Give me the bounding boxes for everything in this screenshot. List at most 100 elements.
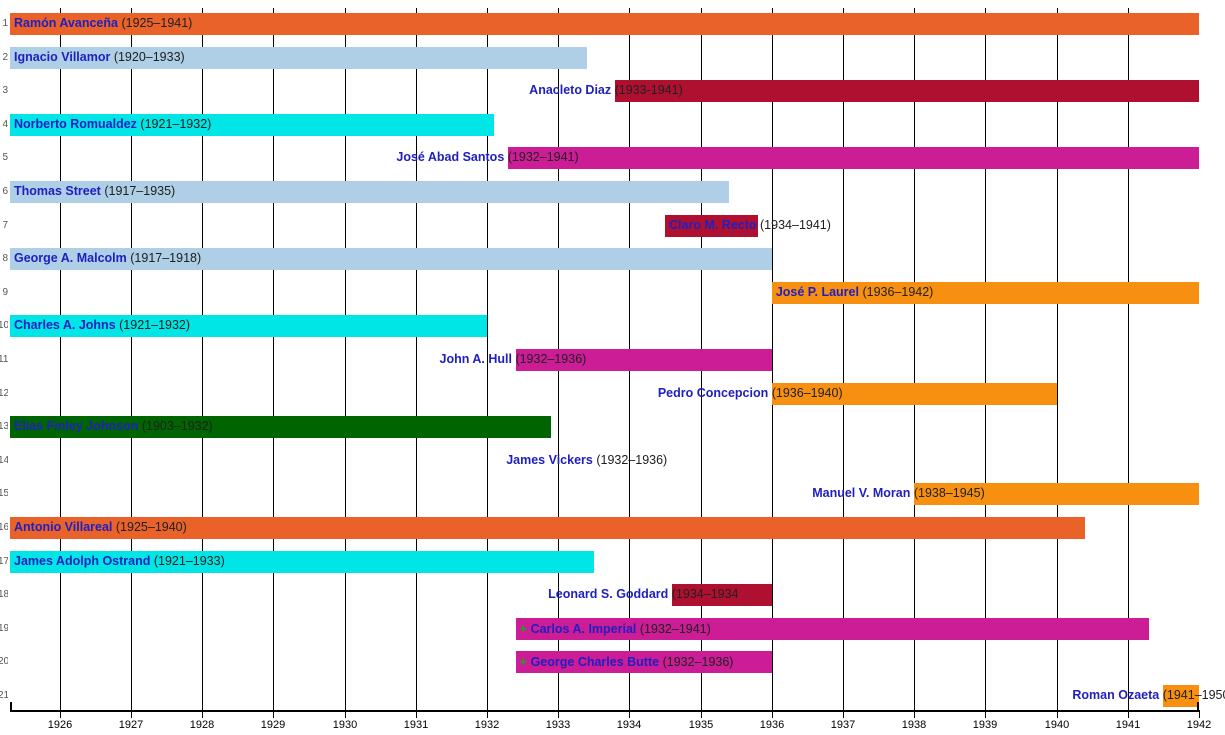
task-name: Claro M. Recto <box>669 217 757 232</box>
gantt-bar[interactable] <box>10 550 594 573</box>
gantt-bar[interactable] <box>10 13 1199 35</box>
row-number: 19 <box>0 622 8 634</box>
row-number: 9 <box>2 286 8 298</box>
gantt-row[interactable]: 16 Antonio Villareal (1925–1940) <box>0 512 1225 546</box>
task-name: James Adolph Ostrand <box>14 553 151 568</box>
gantt-row[interactable]: 21 Roman Ozaeta (1941–1950) <box>0 680 1225 714</box>
gantt-row[interactable]: 9 José P. Laurel (1936–1942) <box>0 277 1225 311</box>
gantt-row[interactable]: 3 Anacleto Diaz (1933-1941) <box>0 75 1225 109</box>
gantt-bar-label: Thomas Street (1917–1935) <box>14 180 175 203</box>
row-number: 20 <box>0 656 8 668</box>
gantt-bar-label: Antonio Villareal (1925–1940) <box>14 516 187 539</box>
gantt-bar-label: Manuel V. Moran (1938–1945) <box>812 482 985 505</box>
row-number: 18 <box>0 589 8 601</box>
task-range: (1903–1932) <box>141 419 213 434</box>
row-number: 4 <box>2 118 8 130</box>
row-number: 1 <box>2 18 8 29</box>
gantt-bar[interactable] <box>515 651 772 674</box>
tick-1931 <box>416 710 417 718</box>
gridline-1941 <box>1128 8 1129 710</box>
gantt-bar[interactable] <box>10 315 488 338</box>
tick-1928 <box>202 710 203 718</box>
task-name: Leonard S. Goddard <box>548 587 669 602</box>
gantt-bar-label: Roman Ozaeta (1941–1950) <box>1072 684 1225 707</box>
gantt-row[interactable]: 6 Thomas Street (1917–1935) <box>0 176 1225 210</box>
task-name: Anacleto Diaz <box>529 83 612 98</box>
gantt-bar-label: Pedro Concepcion (1936–1940) <box>658 382 843 405</box>
gridline-1938 <box>914 8 915 710</box>
gantt-bar[interactable] <box>508 147 1199 170</box>
gridline-1940 <box>1057 8 1058 710</box>
row-number: 15 <box>0 488 8 500</box>
gantt-bar[interactable] <box>515 349 772 371</box>
gantt-bar[interactable] <box>914 483 1199 506</box>
gantt-bar-label: + George Charles Butte (1932–1936) <box>520 650 734 673</box>
x-axis-right-cap <box>1197 702 1199 712</box>
gantt-bar[interactable] <box>771 281 1199 304</box>
gantt-row[interactable]: 7 Claro M. Recto (1934–1941) <box>0 210 1225 244</box>
gridline-1937 <box>843 8 844 710</box>
gridline-1928 <box>202 8 203 710</box>
gantt-bar-label: José Abad Santos (1932–1941) <box>396 146 578 169</box>
gantt-row[interactable]: 11 John A. Hull (1932–1936) <box>0 344 1225 378</box>
task-name: Manuel V. Moran <box>812 486 911 501</box>
gantt-bar-label: Norberto Romualdez (1921–1932) <box>14 113 211 136</box>
task-name: Antonio Villareal <box>14 520 113 534</box>
gridline-1939 <box>985 8 986 710</box>
gantt-bar[interactable] <box>1163 685 1199 707</box>
gantt-row[interactable]: 17 James Adolph Ostrand (1921–1933) <box>0 546 1225 580</box>
gantt-row[interactable]: 10 Charles A. Johns (1921–1932) <box>0 310 1225 344</box>
gantt-row[interactable]: 18 Leonard S. Goddard (1934–1934 <box>0 579 1225 613</box>
plus-icon: + <box>519 654 528 670</box>
gridline-1927 <box>131 8 132 710</box>
gantt-bar-label: + Carlos A. Imperial (1932–1941) <box>520 617 711 640</box>
row-number: 6 <box>2 186 8 197</box>
gantt-row[interactable]: 19 + Carlos A. Imperial (1932–1941) <box>0 613 1225 647</box>
gantt-row[interactable]: 14 James Vickers (1932–1936) <box>0 445 1225 479</box>
row-number: 11 <box>0 354 8 365</box>
gantt-row[interactable]: 2 Ignacio Villamor (1920–1933) <box>0 42 1225 76</box>
x-tick-label: 1928 <box>189 719 215 731</box>
gantt-bar[interactable] <box>10 181 730 203</box>
tick-1929 <box>273 710 274 718</box>
gantt-bar[interactable] <box>515 617 1150 640</box>
gantt-bar[interactable] <box>10 517 1086 539</box>
task-name: Charles A. Johns <box>14 318 116 333</box>
tick-1938 <box>914 710 915 718</box>
gantt-bar[interactable] <box>665 214 758 237</box>
gantt-bar[interactable] <box>615 80 1199 103</box>
tick-1930 <box>345 710 346 718</box>
gantt-bar[interactable] <box>672 584 772 607</box>
gantt-row[interactable]: 8 George A. Malcolm (1917–1918) <box>0 243 1225 277</box>
gantt-bar[interactable] <box>10 248 772 271</box>
gantt-bar[interactable] <box>10 46 587 69</box>
gantt-bar[interactable] <box>10 113 495 136</box>
task-range: (1933-1941) <box>614 83 683 98</box>
gantt-bar[interactable] <box>771 382 1057 405</box>
gantt-row[interactable]: 12 Pedro Concepcion (1936–1940) <box>0 378 1225 412</box>
task-range: (1917–1918) <box>130 251 202 266</box>
task-name: John A. Hull <box>439 352 512 366</box>
gantt-bar[interactable] <box>10 416 552 439</box>
gantt-bar-label: José P. Laurel (1936–1942) <box>776 281 934 304</box>
x-tick-label: 1942 <box>1186 719 1212 731</box>
row-number: 21 <box>0 690 8 701</box>
gantt-bar-label: John A. Hull (1932–1936) <box>440 348 587 371</box>
row-number: 5 <box>2 152 8 164</box>
gantt-row[interactable]: 4 Norberto Romualdez (1921–1932) <box>0 109 1225 143</box>
task-range: (1932–1936) <box>515 352 587 366</box>
gantt-row[interactable]: 1 Ramón Avanceña (1925–1941) <box>0 8 1225 42</box>
gantt-row[interactable]: 20 + George Charles Butte (1932–1936) <box>0 646 1225 680</box>
x-tick-label: 1932 <box>474 719 500 731</box>
gantt-bar-label: Claro M. Recto (1934–1941) <box>669 214 831 237</box>
row-number: 7 <box>2 219 8 231</box>
tick-1940 <box>1057 710 1058 718</box>
task-name: Elias Finley Johnson <box>14 419 139 434</box>
row-number: 3 <box>2 85 8 97</box>
gantt-row[interactable]: 13 Elias Finley Johnson (1903–1932) <box>0 411 1225 445</box>
row-number: 13 <box>0 421 8 433</box>
gantt-row[interactable]: 5 José Abad Santos (1932–1941) <box>0 142 1225 176</box>
gantt-row[interactable]: 15 Manuel V. Moran (1938–1945) <box>0 478 1225 512</box>
task-range: (1921–1933) <box>153 553 225 568</box>
